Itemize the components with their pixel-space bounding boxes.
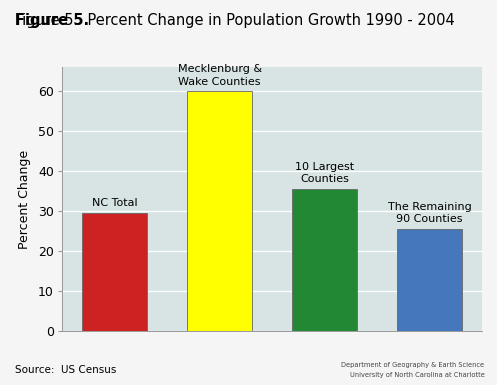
Bar	[82, 213, 147, 331]
Bar	[397, 229, 462, 331]
Text: NC Total: NC Total	[92, 198, 138, 208]
Y-axis label: Percent Change: Percent Change	[18, 150, 31, 249]
Text: Figure 5.: Figure 5.	[15, 13, 89, 28]
Text: Figure 5.  Percent Change in Population Growth 1990 - 2004: Figure 5. Percent Change in Population G…	[15, 13, 455, 28]
Text: Department of Geography & Earth Science: Department of Geography & Earth Science	[341, 362, 485, 368]
Bar	[187, 91, 252, 331]
Text: Source:  US Census: Source: US Census	[15, 365, 116, 375]
Bar	[292, 189, 357, 331]
Text: The Remaining
90 Counties: The Remaining 90 Counties	[388, 202, 472, 224]
Text: University of North Carolina at Charlotte: University of North Carolina at Charlott…	[350, 372, 485, 378]
Text: Mecklenburg &
Wake Counties: Mecklenburg & Wake Counties	[177, 64, 262, 87]
Text: 10 Largest
Counties: 10 Largest Counties	[295, 162, 354, 184]
